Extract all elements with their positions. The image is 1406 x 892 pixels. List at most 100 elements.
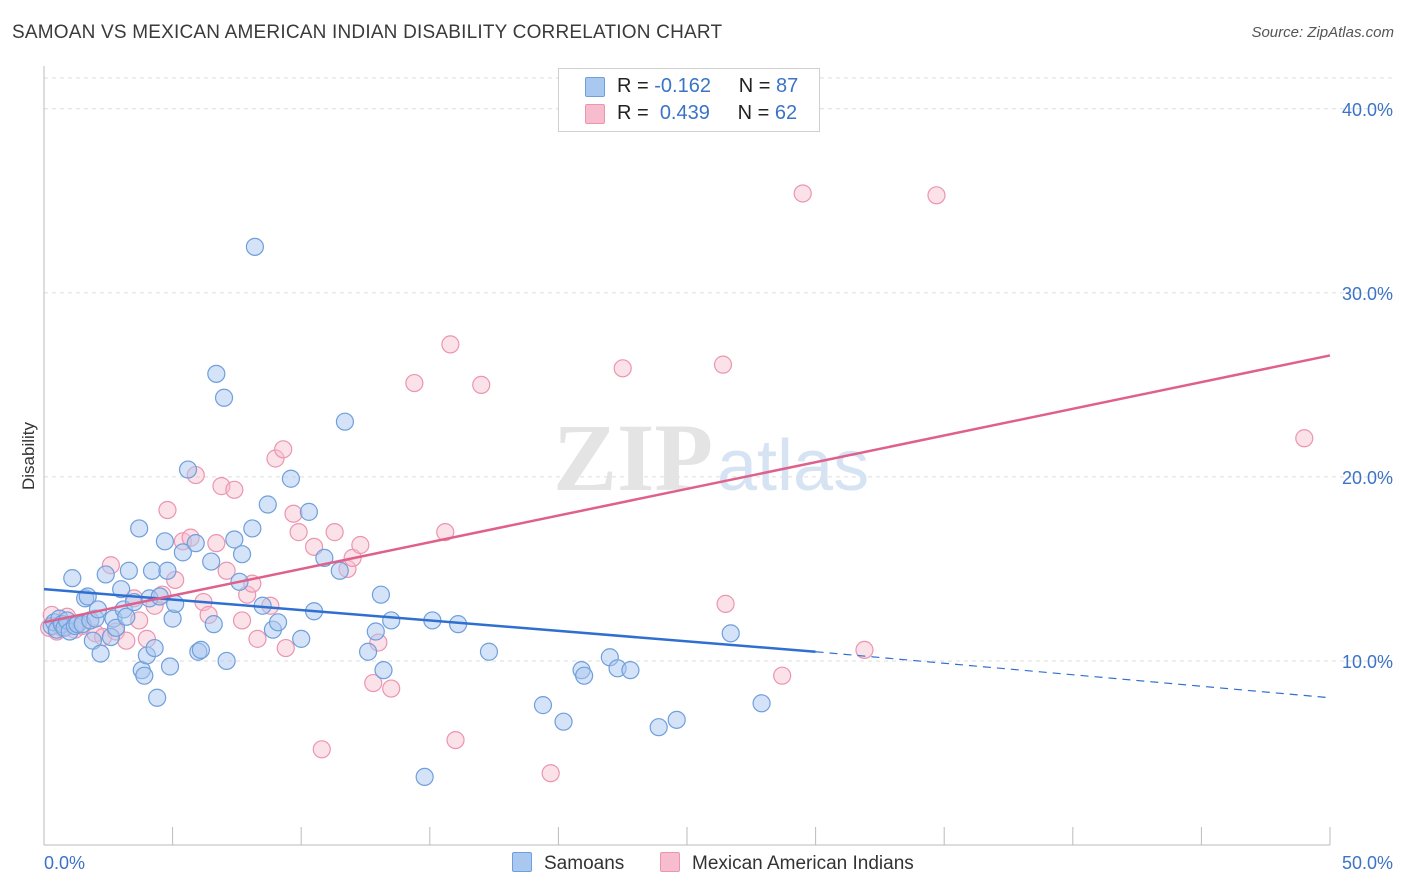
data-point-samoan bbox=[292, 629, 311, 648]
data-point-mexican bbox=[613, 359, 632, 378]
data-point-mexican bbox=[716, 594, 735, 613]
data-point-samoan bbox=[621, 661, 640, 680]
trend-lines bbox=[43, 354, 1331, 699]
legend-r-value: -0.162 bbox=[654, 75, 711, 97]
trend-line-samoans-extrapolated bbox=[815, 651, 1331, 699]
data-point-mexican bbox=[351, 535, 370, 555]
data-point-mexican bbox=[1295, 429, 1314, 448]
samoans-swatch bbox=[585, 77, 605, 97]
data-point-samoan bbox=[232, 545, 252, 564]
data-point-mexican bbox=[284, 504, 303, 523]
data-point-samoan bbox=[335, 412, 355, 431]
data-point-mexican bbox=[436, 523, 455, 542]
data-point-mexican bbox=[855, 640, 874, 660]
data-point-mexican bbox=[472, 375, 491, 394]
data-point-samoan bbox=[207, 364, 226, 383]
data-point-mexican bbox=[266, 449, 285, 468]
y-tick-label: 20.0% bbox=[1342, 468, 1393, 488]
data-point-samoan bbox=[752, 694, 771, 713]
data-point-samoan bbox=[63, 569, 82, 588]
data-point-samoan bbox=[479, 642, 499, 661]
data-point-samoan bbox=[649, 718, 668, 737]
bottom-legend-samoans: Samoans bbox=[512, 852, 624, 876]
legend-samoans-label: Samoans bbox=[544, 853, 625, 874]
data-point-samoan bbox=[145, 638, 164, 658]
data-point-samoan bbox=[178, 460, 198, 479]
data-point-mexican bbox=[364, 673, 383, 693]
data-point-samoan bbox=[330, 561, 349, 580]
chart-title: SAMOAN VS MEXICAN AMERICAN INDIAN DISABI… bbox=[12, 22, 723, 43]
data-point-mexican bbox=[232, 611, 252, 630]
data-point-mexican bbox=[793, 184, 812, 203]
data-point-samoan bbox=[155, 532, 174, 551]
data-point-mexican bbox=[927, 186, 946, 205]
data-point-mexican bbox=[325, 523, 344, 542]
data-point-samoan bbox=[142, 561, 162, 580]
series-samoans bbox=[42, 237, 771, 787]
data-point-mexican bbox=[225, 480, 244, 499]
correlation-legend: R = -0.162 N = 87 R = 0.439 N = 62 bbox=[558, 68, 820, 132]
legend-r-label: R = bbox=[617, 102, 649, 124]
data-point-samoan bbox=[575, 666, 594, 685]
data-point-samoan bbox=[160, 657, 180, 676]
data-point-samoan bbox=[225, 530, 244, 549]
y-tick-label: 40.0% bbox=[1342, 100, 1393, 120]
data-point-mexican bbox=[446, 730, 465, 750]
data-point-samoan bbox=[158, 561, 177, 580]
mexican-swatch bbox=[585, 104, 605, 124]
data-point-samoan bbox=[243, 519, 262, 538]
data-point-mexican bbox=[217, 561, 236, 580]
trend-line-mexican bbox=[43, 354, 1331, 624]
data-point-mexican bbox=[289, 523, 308, 542]
data-point-samoan bbox=[173, 543, 192, 562]
legend-mexican-label: Mexican American Indians bbox=[692, 853, 914, 874]
data-point-samoan bbox=[358, 642, 378, 661]
data-point-mexican bbox=[382, 679, 401, 698]
data-point-samoan bbox=[119, 561, 138, 580]
data-point-samoan bbox=[91, 644, 110, 663]
data-point-samoan bbox=[202, 552, 221, 571]
legend-n-value: 62 bbox=[774, 102, 798, 124]
x-tick-label: 50.0% bbox=[1342, 853, 1393, 873]
data-point-samoan bbox=[533, 696, 553, 715]
data-point-samoan bbox=[366, 622, 385, 641]
y-axis-label: Disability bbox=[19, 421, 38, 490]
legend-n-label: N = bbox=[738, 75, 771, 97]
data-point-samoan bbox=[130, 519, 149, 538]
data-point-samoan bbox=[217, 651, 236, 671]
data-point-samoan bbox=[186, 534, 205, 553]
data-point-mexican bbox=[274, 440, 293, 459]
data-point-mexican bbox=[158, 500, 177, 520]
data-point-samoan bbox=[721, 624, 740, 643]
data-point-samoan bbox=[96, 565, 115, 584]
data-point-samoan bbox=[554, 712, 573, 731]
data-point-mexican bbox=[441, 335, 460, 354]
data-point-samoan bbox=[117, 607, 136, 626]
data-point-samoan bbox=[163, 609, 182, 628]
trend-line-samoans bbox=[43, 587, 816, 653]
data-point-samoan bbox=[214, 388, 234, 407]
data-point-samoan bbox=[268, 613, 288, 632]
data-point-mexican bbox=[405, 373, 424, 393]
legend-n-label: N = bbox=[737, 102, 770, 124]
data-point-samoan bbox=[382, 611, 401, 630]
data-point-mexican bbox=[248, 629, 267, 648]
data-point-samoan bbox=[191, 640, 210, 660]
data-point-mexican bbox=[207, 534, 226, 553]
data-point-mexican bbox=[276, 638, 295, 658]
legend-r-label: R = bbox=[617, 75, 649, 97]
bottom-legend-mexican: Mexican American Indians bbox=[660, 852, 914, 876]
data-point-samoan bbox=[204, 615, 223, 634]
watermark-zip: ZIP bbox=[553, 404, 713, 511]
data-point-mexican bbox=[713, 355, 733, 374]
data-point-samoan bbox=[112, 580, 131, 599]
data-point-samoan bbox=[299, 502, 319, 521]
data-point-samoan bbox=[135, 666, 154, 685]
data-point-samoan bbox=[371, 585, 391, 604]
legend-n-value: 87 bbox=[776, 75, 799, 97]
data-point-mexican bbox=[312, 740, 331, 759]
data-point-samoan bbox=[415, 767, 434, 787]
data-point-samoan bbox=[166, 594, 185, 613]
watermark: ZIP atlas bbox=[553, 404, 869, 511]
